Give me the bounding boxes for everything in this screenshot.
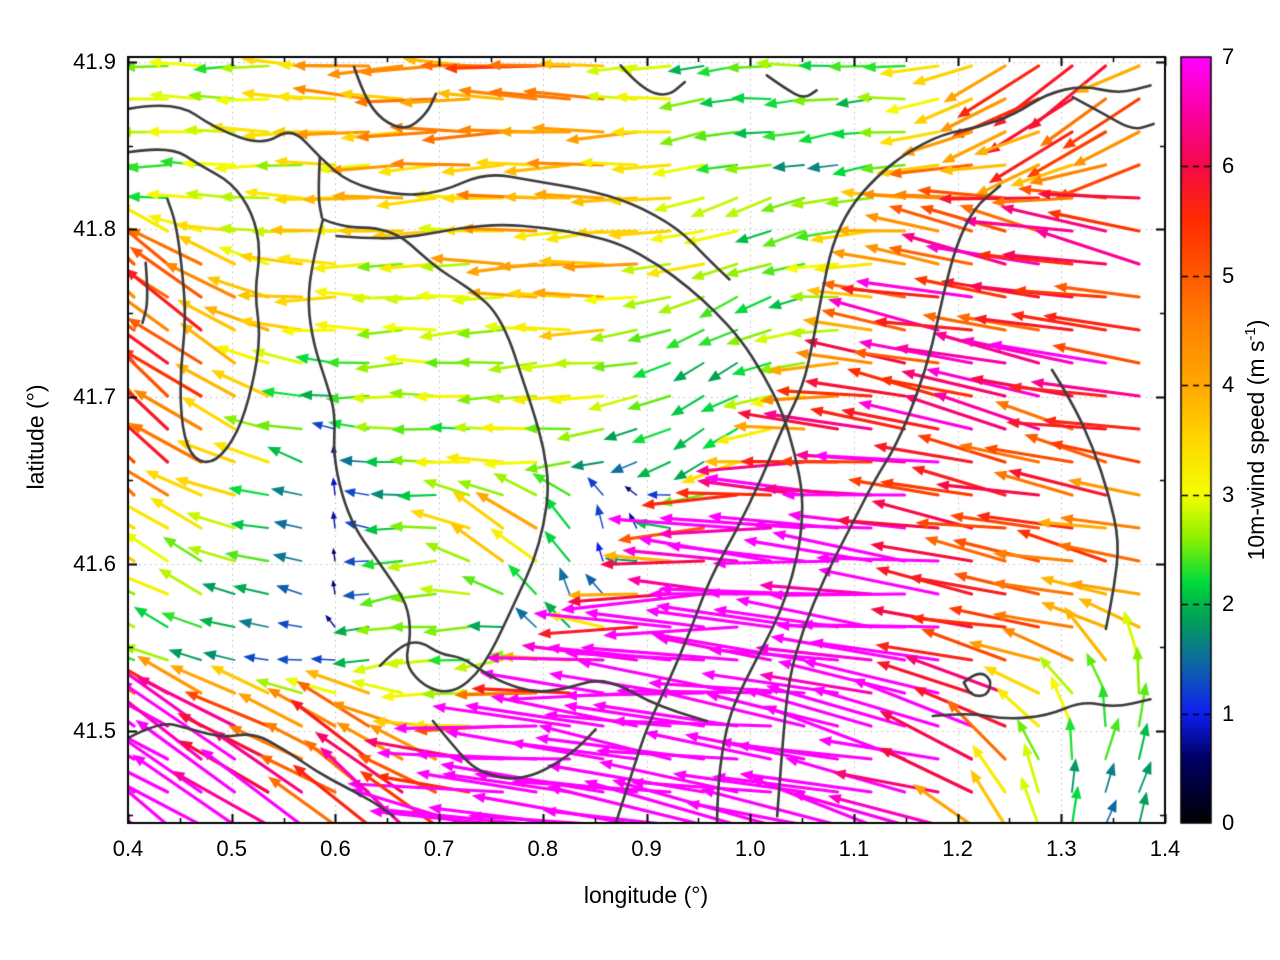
colorbar-title: 10m-wind speed (m s-1)	[1242, 320, 1270, 561]
colorbar-tick-label: 1	[1222, 700, 1235, 726]
colorbar-tick-label: 4	[1222, 372, 1235, 398]
colorbar-tick-label: 7	[1222, 44, 1235, 69]
y-tick-label: 41.5	[73, 718, 116, 743]
x-tick-label: 0.5	[216, 836, 247, 861]
x-tick-label: 1.3	[1046, 836, 1077, 861]
x-tick-label: 0.6	[320, 836, 351, 861]
y-axis-title: latitude (°)	[22, 384, 49, 490]
x-tick-label: 0.4	[112, 836, 144, 861]
colorbar-tick-label: 5	[1222, 262, 1235, 288]
y-tick-label: 41.9	[73, 49, 116, 75]
y-tick-label: 41.6	[73, 550, 116, 576]
x-tick-label: 1.2	[942, 836, 973, 861]
colorbar-tick-label: 0	[1222, 810, 1235, 835]
x-tick-label: 0.9	[631, 836, 662, 861]
colorbar-title-text: 10m-wind speed (m s	[1242, 340, 1269, 561]
y-tick-label: 41.7	[73, 383, 116, 409]
x-tick-label: 1.0	[734, 836, 766, 861]
x-tick-label: 1.4	[1149, 836, 1181, 861]
colorbar-title-close: )	[1242, 319, 1269, 328]
colorbar-tick-label: 2	[1222, 591, 1235, 617]
x-tick-label: 0.7	[423, 836, 455, 861]
colorbar-tick-label: 3	[1222, 481, 1235, 507]
x-axis-title: longitude (°)	[583, 882, 709, 908]
x-tick-label: 1.1	[838, 836, 870, 861]
colorbar-title-sup: -1	[1242, 327, 1260, 341]
colorbar-tick-label: 6	[1222, 153, 1235, 179]
y-tick-label: 41.8	[73, 216, 116, 242]
x-tick-label: 0.8	[527, 836, 559, 861]
